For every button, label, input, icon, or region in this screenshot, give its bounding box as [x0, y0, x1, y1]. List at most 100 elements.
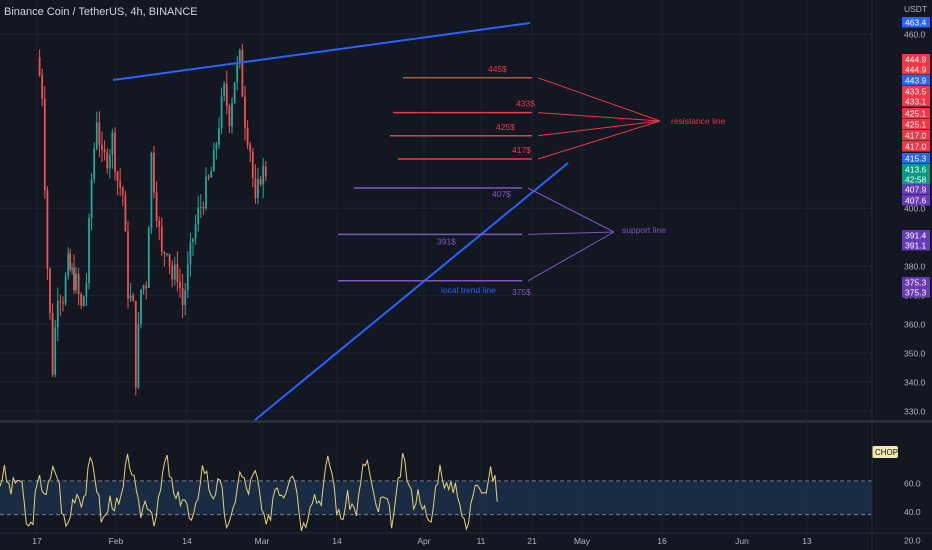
candle-body — [205, 176, 207, 209]
candle-body — [202, 206, 205, 209]
price-tag-box — [902, 287, 930, 298]
price-tag-box — [902, 86, 930, 97]
time-tick-label: 14 — [182, 536, 192, 546]
price-tag-label: 463.4 — [905, 18, 927, 28]
candle-body — [153, 152, 155, 193]
price-tag-label: 443.9 — [905, 76, 927, 86]
price-tag-label: 433.5 — [905, 87, 927, 97]
price-tag-label: 417.0 — [905, 142, 927, 152]
candle-body — [134, 301, 137, 388]
candle-body — [121, 187, 124, 195]
price-tag-label: 375.3 — [905, 278, 927, 288]
level-label-407: 407$ — [492, 189, 511, 199]
candles-layer — [38, 44, 267, 396]
chop-tick-label: 60.0 — [904, 478, 921, 488]
candle-body — [69, 253, 72, 270]
candle-body — [249, 145, 252, 152]
price-tag-label: 425.1 — [905, 109, 927, 119]
candle-body — [262, 166, 265, 185]
time-tick-label: 13 — [802, 536, 812, 546]
price-tag-label: 444.9 — [905, 65, 927, 75]
price-tag-label: 417.0 — [905, 131, 927, 141]
candle-body — [127, 231, 129, 299]
price-tag-box — [902, 230, 930, 241]
pane-separator — [0, 420, 932, 423]
price-tag-label: 375.3 — [905, 288, 927, 298]
price-tick-label: 400.0 — [904, 203, 926, 213]
candle-body — [231, 103, 233, 127]
candle-body — [236, 62, 239, 83]
candle-body — [38, 57, 41, 76]
candle-body — [176, 264, 179, 283]
price-tick-label: 360.0 — [904, 319, 926, 329]
currency-label: USDT — [904, 4, 927, 14]
price-tag-box — [902, 75, 930, 86]
price-tick-label: 460.0 — [904, 29, 926, 39]
price-tag-box — [902, 108, 930, 119]
time-tick-label: Apr — [417, 536, 430, 546]
candle-body — [119, 180, 122, 188]
price-tag-label: 391.4 — [905, 231, 927, 241]
candle-body — [88, 218, 90, 284]
candle-body — [184, 290, 187, 306]
price-tag-label: 444.9 — [905, 55, 927, 65]
drawings-layer: 445$ 433$ 425$ 417$ 407$ 391$ 375$ resistance l… — [112, 22, 726, 421]
chop-legend-label: CHOP — [875, 448, 898, 457]
price-tick-label: 350.0 — [904, 348, 926, 358]
chop-panel: CHOP — [0, 446, 898, 532]
candle-body — [199, 206, 202, 208]
time-tick-label: 14 — [332, 536, 342, 546]
time-tick-label: 21 — [527, 536, 537, 546]
chop-tick-label: 20.0 — [904, 536, 921, 546]
candle-body — [85, 283, 88, 297]
candle-body — [56, 301, 59, 328]
candle-body — [168, 253, 171, 266]
candle-body — [160, 226, 163, 252]
price-tag-box — [902, 240, 930, 251]
time-tick-label: Mar — [255, 536, 270, 546]
candle-body — [194, 224, 197, 239]
candle-body — [147, 227, 150, 288]
price-tag-box — [902, 153, 930, 164]
price-tag-label: 433.1 — [905, 97, 927, 107]
candle-body — [163, 251, 166, 255]
candle-body — [98, 122, 101, 145]
price-tag-box — [902, 130, 930, 141]
candle-body — [192, 238, 194, 242]
candle-body — [62, 302, 64, 304]
candle-body — [233, 82, 236, 104]
candle-body — [93, 148, 96, 180]
chop-tick-label: 40.0 — [904, 507, 921, 517]
candle-body — [75, 273, 77, 291]
price-tag-box — [902, 96, 930, 107]
level-label-445: 445$ — [488, 64, 507, 74]
candle-body — [71, 267, 73, 270]
candle-body — [41, 75, 44, 99]
symbol-title[interactable]: Binance Coin / TetherUS, 4h, BINANCE — [4, 6, 198, 18]
price-tag-label: 425.1 — [905, 120, 927, 130]
candle-body — [101, 144, 103, 150]
candle-body — [80, 294, 83, 306]
candle-body — [114, 132, 116, 172]
candle-body — [186, 264, 189, 291]
candle-body — [51, 312, 54, 375]
candle-body — [73, 267, 75, 291]
price-tag-box — [902, 195, 930, 206]
time-tick-label: 11 — [477, 536, 486, 546]
price-tick-label: 330.0 — [904, 406, 926, 416]
price-tag-box — [902, 277, 930, 288]
candle-body — [132, 295, 135, 302]
candle-body — [238, 49, 241, 63]
grid-lines — [0, 0, 932, 533]
candle-body — [207, 176, 210, 178]
time-tick-label: 17 — [32, 536, 42, 546]
candle-body — [228, 106, 231, 127]
candle-body — [257, 179, 259, 199]
candle-body — [129, 295, 132, 299]
candle-body — [111, 132, 114, 155]
price-tag-box — [902, 184, 930, 195]
candle-body — [145, 285, 148, 288]
price-tick-label: 340.0 — [904, 377, 926, 387]
candle-body — [220, 96, 223, 129]
